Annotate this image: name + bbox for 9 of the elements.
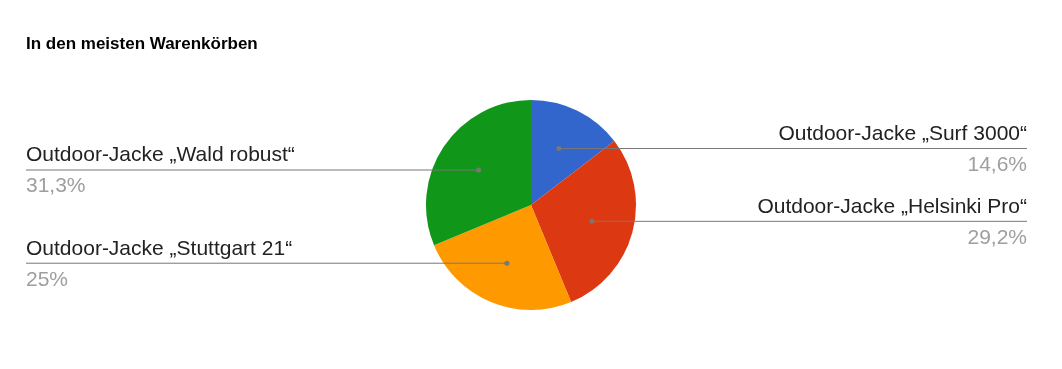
slice-label: Outdoor-Jacke „Surf 3000“ xyxy=(778,120,1027,144)
data-label: 31,3% xyxy=(26,173,86,197)
data-label: 29,2% xyxy=(967,224,1027,248)
chart-title: In den meisten Warenkörben xyxy=(26,34,258,54)
data-label: 25% xyxy=(26,266,69,290)
slice-label: Outdoor-Jacke „Stuttgart 21“ xyxy=(26,235,293,259)
slice-label: Outdoor-Jacke „Wald robust“ xyxy=(26,142,295,166)
slice-label: Outdoor-Jacke „Helsinki Pro“ xyxy=(757,193,1027,217)
data-label: 14,6% xyxy=(967,151,1027,175)
